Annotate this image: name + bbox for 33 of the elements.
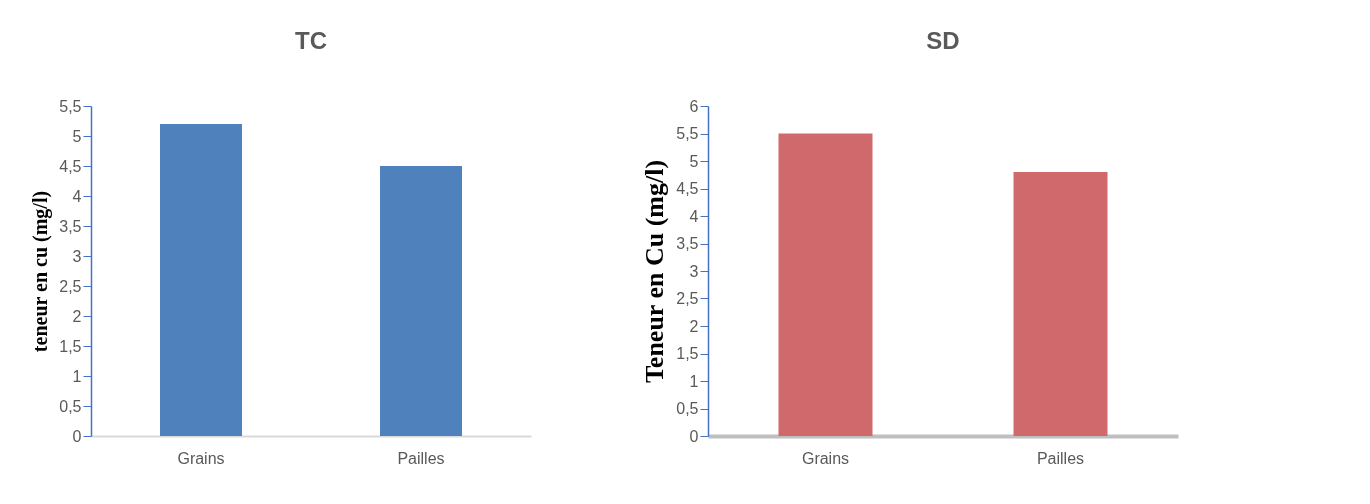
y-tick-label: 0 <box>72 427 82 445</box>
y-tick-label: 2 <box>72 307 82 325</box>
y-tick-label: 3,5 <box>676 235 699 252</box>
x-tick-label: Pailles <box>397 449 445 467</box>
y-tick-label: 5,5 <box>676 125 699 142</box>
y-tick-label: 4,5 <box>59 157 82 175</box>
x-tick-label: Grains <box>801 449 850 467</box>
y-tick-label: 2,5 <box>59 277 82 295</box>
y-tick-label: 4,5 <box>676 180 699 197</box>
y-tick-label: 1 <box>72 367 82 385</box>
y-tick-label: 1,5 <box>59 337 82 355</box>
y-tick-label: 3,5 <box>59 217 82 235</box>
y-tick-label: 5 <box>72 127 82 145</box>
y-tick-label: 5,5 <box>59 97 82 115</box>
y-axis-title: teneur en cu (mg/l) <box>29 190 53 353</box>
y-tick-label: 1 <box>689 372 699 390</box>
y-tick-label: 6 <box>689 97 699 115</box>
y-tick-label: 0 <box>689 427 699 445</box>
y-tick-label: 1,5 <box>676 345 699 362</box>
y-tick-label: 0,5 <box>59 397 82 415</box>
y-tick-label: 4 <box>689 207 699 225</box>
y-tick-label: 2,5 <box>676 290 699 307</box>
y-tick-label: 3 <box>72 247 82 265</box>
y-tick-label: 3 <box>689 262 699 280</box>
y-axis-title: Teneur en Cu (mg/l) <box>640 159 670 384</box>
x-tick-label: Grains <box>177 449 225 467</box>
x-tick-label: Pailles <box>1036 449 1085 467</box>
chart-title: SD <box>926 27 960 54</box>
y-tick-label: 5 <box>689 152 699 170</box>
y-tick-label: 0,5 <box>676 400 699 417</box>
y-tick-label: 2 <box>689 317 699 335</box>
chart-title: TC <box>295 27 327 54</box>
y-tick-label: 4 <box>72 187 82 205</box>
